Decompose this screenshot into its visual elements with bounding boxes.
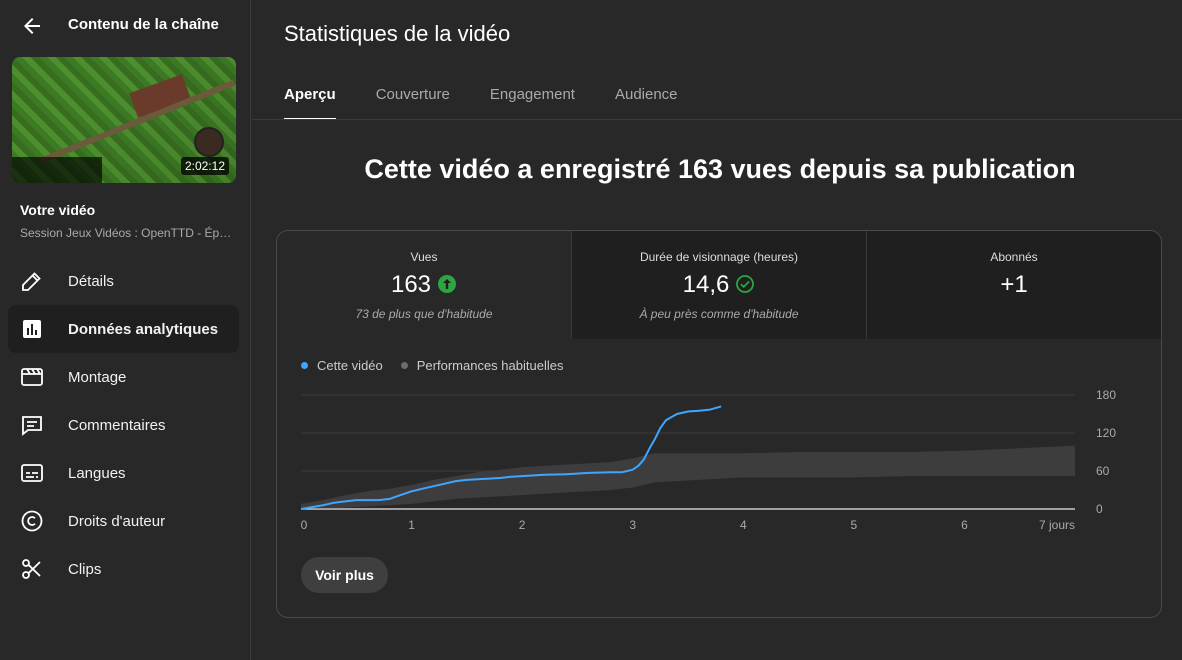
- views-chart: 180 120 60 0 0 1 2 3 4 5 6 7 jours: [300, 388, 1117, 532]
- metric-value-row: 14,6: [572, 271, 866, 299]
- sidebar-item-label: Données analytiques: [68, 320, 219, 338]
- sidebar-item-label: Détails: [68, 272, 114, 290]
- legend-dot: [400, 362, 408, 369]
- sidebar-item-label: Langues: [68, 464, 126, 482]
- arrow-back-icon[interactable]: [20, 14, 44, 38]
- chart-legend: Cette vidéo Performances habituelles: [301, 358, 563, 373]
- legend-label: Performances habituelles: [416, 358, 564, 373]
- metric-watch-time[interactable]: Durée de visionnage (heures) 14,6 À peu …: [572, 231, 867, 339]
- y-tick-label: 120: [1096, 426, 1116, 440]
- x-tick-label: 4: [740, 518, 747, 532]
- legend-label: Cette vidéo: [317, 358, 383, 373]
- video-duration: 2:02:12: [180, 157, 229, 175]
- tab-bar: Aperçu Couverture Engagement Audience: [284, 86, 678, 120]
- legend-dot: [301, 362, 308, 369]
- comment-icon: [22, 416, 42, 436]
- see-more-button[interactable]: Voir plus: [301, 557, 388, 593]
- sidebar-item-languages[interactable]: Langues: [8, 449, 239, 497]
- sidebar-item-label: Clips: [68, 560, 102, 578]
- y-tick-label: 60: [1096, 464, 1110, 478]
- views-headline: Cette vidéo a enregistré 163 vues depuis…: [364, 154, 1076, 184]
- legend-item-this-video: Cette vidéo: [301, 358, 383, 373]
- typical-performance-band: [301, 445, 1075, 509]
- scissors-icon: [22, 559, 41, 579]
- sidebar-item-details[interactable]: Détails: [8, 257, 239, 305]
- pencil-icon: [22, 272, 41, 291]
- metric-subtext: À peu près comme d'habitude: [639, 307, 799, 321]
- video-title: Session Jeux Vidéos : OpenTTD - Ép…: [20, 226, 232, 240]
- this-video-line: [300, 405, 722, 510]
- sidebar: Contenu de la chaîne 2:02:12 Votre vidéo…: [0, 0, 251, 660]
- sidebar-title: Contenu de la chaîne: [68, 16, 219, 33]
- x-tick-label: 7 jours: [1039, 518, 1075, 532]
- metric-label: Abonnés: [990, 250, 1038, 264]
- x-tick-label: 1: [408, 518, 415, 532]
- analytics-icon: [23, 320, 41, 338]
- metric-value: 14,6: [682, 271, 730, 298]
- metric-views[interactable]: Vues 163 73 de plus que d'habitude: [277, 231, 572, 339]
- x-tick-label: 0: [301, 518, 308, 532]
- tabs-divider: [252, 119, 1182, 120]
- x-tick-label: 3: [629, 518, 636, 532]
- subtitles-icon: [21, 464, 43, 482]
- metric-tabs: Vues 163 73 de plus que d'habitude Durée…: [277, 231, 1161, 339]
- sidebar-item-label: Droits d'auteur: [68, 512, 166, 530]
- tab-audience[interactable]: Audience: [614, 86, 678, 103]
- page-title: Statistiques de la vidéo: [284, 21, 511, 46]
- sidebar-item-label: Commentaires: [68, 416, 166, 434]
- legend-item-typical: Performances habituelles: [400, 358, 564, 373]
- copyright-icon: [21, 510, 43, 532]
- sidebar-item-copyright[interactable]: Droits d'auteur: [8, 497, 239, 545]
- tab-engagement[interactable]: Engagement: [489, 86, 575, 103]
- sidebar-item-comments[interactable]: Commentaires: [8, 401, 239, 449]
- sidebar-nav: Détails Données analytiques Montage Comm…: [8, 257, 239, 593]
- thumbnail-facecam: [194, 127, 224, 157]
- y-tick-label: 0: [1096, 502, 1103, 516]
- metric-value-row: 163: [277, 271, 571, 299]
- metric-subtext: 73 de plus que d'habitude: [355, 307, 493, 321]
- clapperboard-icon: [21, 368, 43, 386]
- metric-label: Durée de visionnage (heures): [639, 250, 799, 264]
- check-circle-icon: [736, 275, 755, 293]
- x-tick-label: 2: [519, 518, 526, 532]
- tab-overview[interactable]: Aperçu: [284, 86, 336, 120]
- overview-card: Vues 163 73 de plus que d'habitude Durée…: [276, 230, 1162, 618]
- y-tick-label: 180: [1096, 388, 1116, 402]
- metric-label: Vues: [410, 250, 438, 264]
- sidebar-item-analytics[interactable]: Données analytiques: [8, 305, 239, 353]
- x-tick-label: 5: [851, 518, 858, 532]
- sidebar-item-editor[interactable]: Montage: [8, 353, 239, 401]
- main-content: Statistiques de la vidéo Aperçu Couvertu…: [252, 0, 1182, 660]
- metric-value: 163: [390, 271, 432, 298]
- arrow-up-circle-icon: [438, 275, 457, 293]
- sidebar-item-label: Montage: [68, 368, 127, 386]
- metric-value: +1: [1000, 271, 1028, 298]
- thumbnail-hud: [12, 157, 102, 183]
- sidebar-header: Contenu de la chaîne: [0, 0, 251, 50]
- tab-reach[interactable]: Couverture: [375, 86, 450, 103]
- x-tick-label: 6: [961, 518, 968, 532]
- your-video-label: Votre vidéo: [20, 202, 96, 218]
- metric-subscribers[interactable]: Abonnés +1: [867, 231, 1161, 339]
- sidebar-item-clips[interactable]: Clips: [8, 545, 239, 593]
- video-thumbnail[interactable]: 2:02:12: [12, 57, 236, 183]
